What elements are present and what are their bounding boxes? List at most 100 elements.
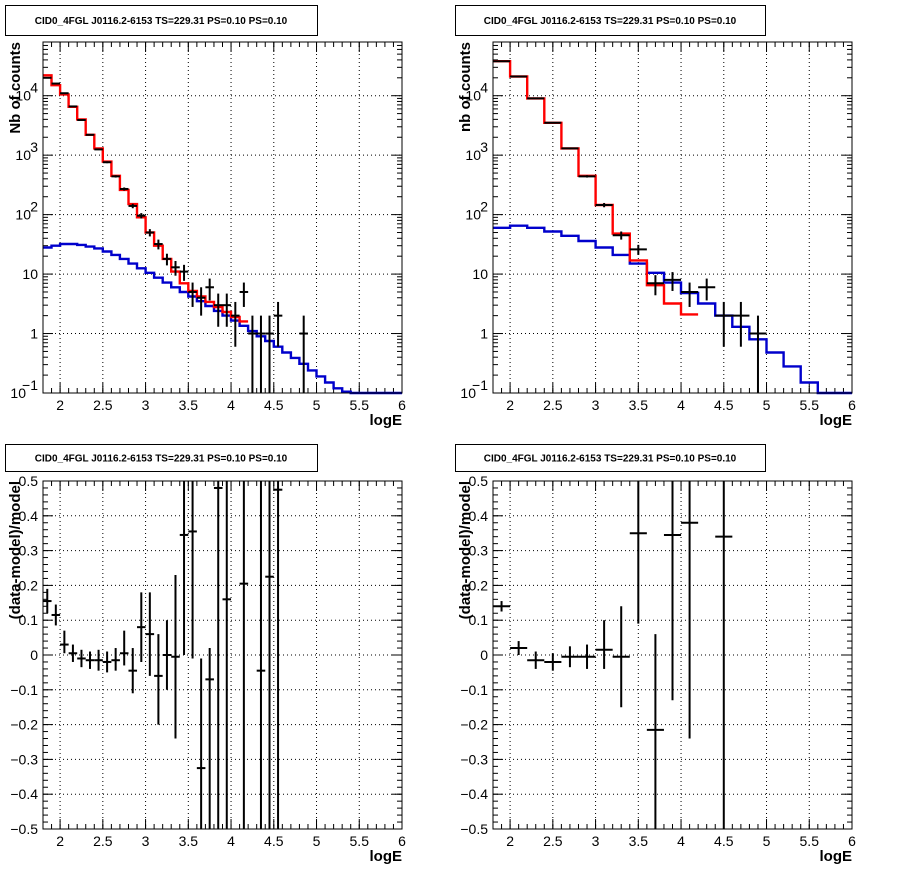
- x-tick-label: 4: [227, 397, 235, 413]
- model-histogram: [43, 74, 249, 323]
- data-point: [119, 630, 129, 666]
- data-point: [510, 75, 528, 78]
- x-tick-label: 2.5: [543, 833, 563, 849]
- data-point: [213, 481, 223, 829]
- chart-panel-4: CID0_4FGL J0116.2-6153 TS=229.31 PS=0.10…: [455, 444, 856, 865]
- data-point: [51, 604, 61, 626]
- data-point: [578, 175, 596, 178]
- y-tick-label: −0.3: [460, 751, 488, 767]
- data-point: [154, 634, 163, 725]
- y-tick-exponent: −1: [22, 377, 38, 393]
- data-point: [544, 653, 562, 671]
- y-tick-label: −0.3: [10, 751, 38, 767]
- x-tick-label: 4.5: [714, 833, 734, 849]
- x-tick-label: 3.5: [629, 833, 649, 849]
- y-tick-label: 10: [472, 266, 488, 282]
- y-tick-label: 0.5: [469, 473, 489, 489]
- plot-frame: [42, 41, 403, 394]
- y-tick-label: 10: [465, 88, 481, 104]
- x-tick-label: 3.5: [179, 833, 199, 849]
- x-tick-label: 2.5: [93, 833, 113, 849]
- data-point: [595, 620, 613, 669]
- data-point: [213, 293, 223, 327]
- y-tick-exponent: 2: [480, 199, 488, 215]
- x-tick-label: 3: [142, 397, 150, 413]
- y-tick-exponent: 4: [480, 80, 488, 96]
- data-point: [102, 161, 112, 164]
- data-point: [265, 315, 274, 393]
- y-tick-label: 10: [465, 147, 481, 163]
- data-point: [171, 260, 180, 276]
- y-tick-label: −0.4: [10, 786, 38, 802]
- y-axis-label: Nb of counts: [7, 42, 24, 134]
- x-tick-label: 3.5: [179, 397, 199, 413]
- data-point: [248, 315, 257, 393]
- data-point: [239, 282, 249, 307]
- data-point: [43, 588, 52, 614]
- y-tick-label: −0.1: [10, 682, 38, 698]
- data-point: [68, 644, 78, 662]
- y-tick-label: 0.2: [469, 577, 489, 593]
- data-point: [663, 481, 682, 701]
- title-box: [5, 444, 318, 472]
- data-point: [578, 644, 596, 669]
- y-tick-label: 0.2: [19, 577, 39, 593]
- x-tick-label: 6: [398, 833, 406, 849]
- data-point: [94, 148, 103, 151]
- x-tick-label: 3: [142, 833, 150, 849]
- data-point: [493, 601, 511, 612]
- x-tick-label: 5.5: [800, 397, 820, 413]
- x-tick-label: 5: [763, 833, 771, 849]
- y-tick-exponent: −1: [472, 377, 488, 393]
- data-point: [256, 481, 266, 829]
- x-tick-label: 2: [506, 397, 514, 413]
- x-tick-label: 6: [848, 833, 856, 849]
- data-point: [732, 301, 750, 347]
- data-point: [128, 203, 138, 209]
- model-histogram: [493, 60, 699, 316]
- data-point: [205, 648, 214, 829]
- data-point: [162, 253, 172, 266]
- data-point: [145, 229, 155, 237]
- data-point: [612, 606, 630, 708]
- y-tick-label: 10: [10, 385, 26, 401]
- y-tick-label: 0: [30, 647, 38, 663]
- y-tick-label: 10: [460, 385, 476, 401]
- data-point: [137, 213, 146, 219]
- y-tick-label: −0.5: [10, 821, 38, 837]
- y-tick-exponent: 3: [30, 139, 38, 155]
- y-tick-label: 0.4: [469, 508, 489, 524]
- data-point: [749, 315, 767, 393]
- data-point: [646, 634, 664, 829]
- data-point: [681, 282, 699, 307]
- data-point: [681, 481, 699, 739]
- title-box: [455, 5, 766, 36]
- y-tick-label: 0.3: [469, 543, 489, 559]
- x-tick-label: 5: [313, 833, 321, 849]
- data-point: [77, 649, 86, 668]
- data-point: [68, 105, 78, 108]
- x-tick-label: 2: [506, 833, 514, 849]
- data-point: [646, 275, 664, 296]
- y-tick-label: 0: [480, 647, 488, 663]
- x-tick-label: 5.5: [350, 397, 370, 413]
- x-tick-label: 6: [848, 397, 856, 413]
- y-tick-label: −0.2: [10, 717, 38, 733]
- y-tick-label: 1: [480, 326, 488, 342]
- x-axis-label: logE: [820, 848, 853, 865]
- data-point: [196, 658, 206, 829]
- data-point: [154, 239, 163, 250]
- y-tick-label: 10: [22, 266, 38, 282]
- data-point: [629, 244, 647, 255]
- data-point: [715, 301, 733, 347]
- title-box: [455, 444, 766, 472]
- data-point: [561, 646, 579, 668]
- data-point: [612, 231, 630, 240]
- x-tick-label: 5.5: [350, 833, 370, 849]
- data-point: [256, 315, 266, 393]
- chart-title: CID0_4FGL J0116.2-6153 TS=229.31 PS=0.10…: [484, 16, 737, 27]
- y-tick-exponent: 3: [480, 139, 488, 155]
- data-point: [145, 592, 155, 676]
- x-tick-label: 4: [677, 833, 685, 849]
